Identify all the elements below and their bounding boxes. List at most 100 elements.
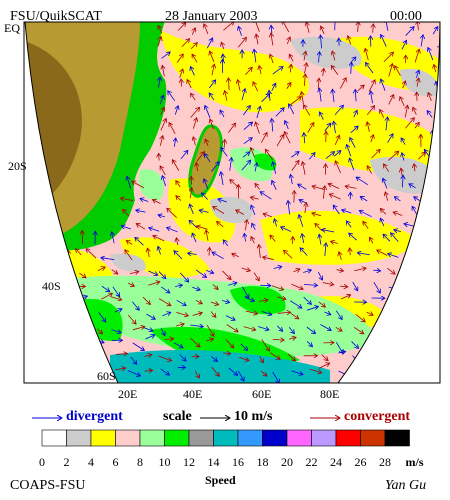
wind-arrow	[177, 23, 186, 31]
legend-scale-value: 10 m/s	[234, 409, 273, 424]
wind-arrow	[270, 235, 276, 242]
lat-label: EQ	[4, 21, 20, 35]
wind-arrow	[48, 352, 58, 354]
speed-teal	[110, 350, 330, 383]
colorbar-swatch	[262, 429, 288, 447]
colorbar-swatch	[90, 429, 116, 447]
wind-arrow	[169, 123, 176, 135]
wind-arrow	[332, 89, 334, 102]
wind-arrow	[380, 208, 387, 215]
wind-arrow	[335, 326, 342, 331]
wind-arrow	[144, 355, 151, 357]
wind-arrow	[428, 93, 431, 102]
wind-arrow	[191, 93, 196, 101]
colorbar-tick: 18	[257, 455, 269, 469]
wind-arrow	[130, 356, 137, 364]
wind-arrow	[242, 105, 250, 116]
wind-arrow	[302, 234, 304, 243]
wind-arrow	[176, 181, 181, 188]
wind-arrow	[388, 95, 394, 105]
wind-arrow	[159, 153, 160, 161]
wind-arrow	[430, 310, 440, 318]
wind-arrow	[253, 272, 259, 281]
wind-arrow	[409, 250, 418, 257]
wind-arrow	[352, 281, 358, 291]
wind-arrow	[75, 249, 82, 256]
wind-arrow	[152, 200, 161, 204]
wind-arrow	[241, 89, 245, 101]
wind-arrow	[317, 271, 322, 280]
wind-arrow	[365, 48, 369, 61]
wind-arrow	[335, 161, 342, 174]
wind-arrow	[259, 66, 261, 75]
wind-arrow	[387, 267, 395, 274]
wind-arrow	[281, 227, 292, 232]
wind-arrow	[271, 285, 284, 290]
wind-arrow	[383, 327, 390, 336]
wind-arrow	[289, 54, 294, 62]
wind-arrow	[112, 232, 114, 244]
legend-scale: scale	[163, 409, 192, 424]
wind-arrow	[101, 293, 112, 300]
wind-arrow	[416, 231, 417, 245]
wind-arrow	[162, 176, 166, 187]
wind-arrow	[350, 138, 356, 148]
wind-arrow	[158, 37, 161, 47]
wind-arrow	[304, 74, 305, 87]
wind-arrow	[232, 254, 239, 257]
colorbar-swatch	[115, 429, 141, 447]
wind-arrow	[421, 314, 435, 316]
wind-arrow	[400, 328, 407, 330]
wind-arrow	[144, 328, 153, 331]
wind-arrow	[394, 197, 401, 202]
wind-arrow	[221, 42, 224, 50]
wind-arrow	[115, 368, 125, 370]
wind-arrow	[398, 367, 406, 375]
wind-arrow	[160, 136, 162, 146]
wind-arrow	[242, 286, 248, 298]
wind-arrow	[306, 326, 316, 333]
wind-arrow	[188, 253, 197, 254]
wind-arrow	[288, 326, 294, 333]
wind-arrow	[192, 313, 203, 316]
wind-arrow	[272, 118, 273, 132]
wind-arrow	[211, 356, 217, 361]
wind-arrow	[431, 249, 432, 259]
wind-arrow	[351, 62, 352, 74]
wind-arrow	[50, 249, 51, 257]
wind-arrow	[357, 253, 370, 255]
colorbar-label: Speed	[205, 473, 236, 487]
wind-arrow	[111, 269, 118, 274]
wind-arrow	[325, 243, 326, 257]
wind-arrow	[114, 309, 122, 312]
wind-arrow	[195, 269, 206, 278]
colorbar-unit: m/s	[406, 455, 424, 469]
wind-arrow	[135, 237, 144, 246]
wind-arrow	[256, 106, 261, 119]
wind-arrow	[125, 250, 133, 261]
wind-arrow	[405, 118, 414, 129]
wind-arrow	[48, 323, 61, 328]
wind-arrow	[221, 147, 228, 157]
wind-arrow	[414, 164, 415, 172]
wind-arrow	[274, 219, 276, 227]
wind-arrow	[284, 132, 291, 144]
wind-arrow	[329, 194, 341, 200]
wind-arrow	[339, 78, 346, 89]
wind-arrow	[322, 283, 334, 285]
wind-arrow	[190, 325, 203, 327]
wind-arrow	[428, 47, 434, 61]
wind-arrow	[209, 247, 210, 256]
wind-arrow	[96, 328, 102, 334]
wind-arrow	[413, 107, 417, 115]
wind-arrow	[302, 162, 305, 175]
wind-arrow	[272, 67, 283, 75]
wind-arrow	[309, 368, 322, 373]
colorbar-swatch	[237, 429, 263, 447]
lat-label: 60S	[97, 369, 116, 383]
wind-arrow	[419, 366, 431, 371]
wind-arrow	[201, 193, 208, 200]
wind-arrow	[80, 329, 90, 334]
wind-arrow	[210, 119, 214, 130]
wind-arrow	[324, 312, 330, 315]
